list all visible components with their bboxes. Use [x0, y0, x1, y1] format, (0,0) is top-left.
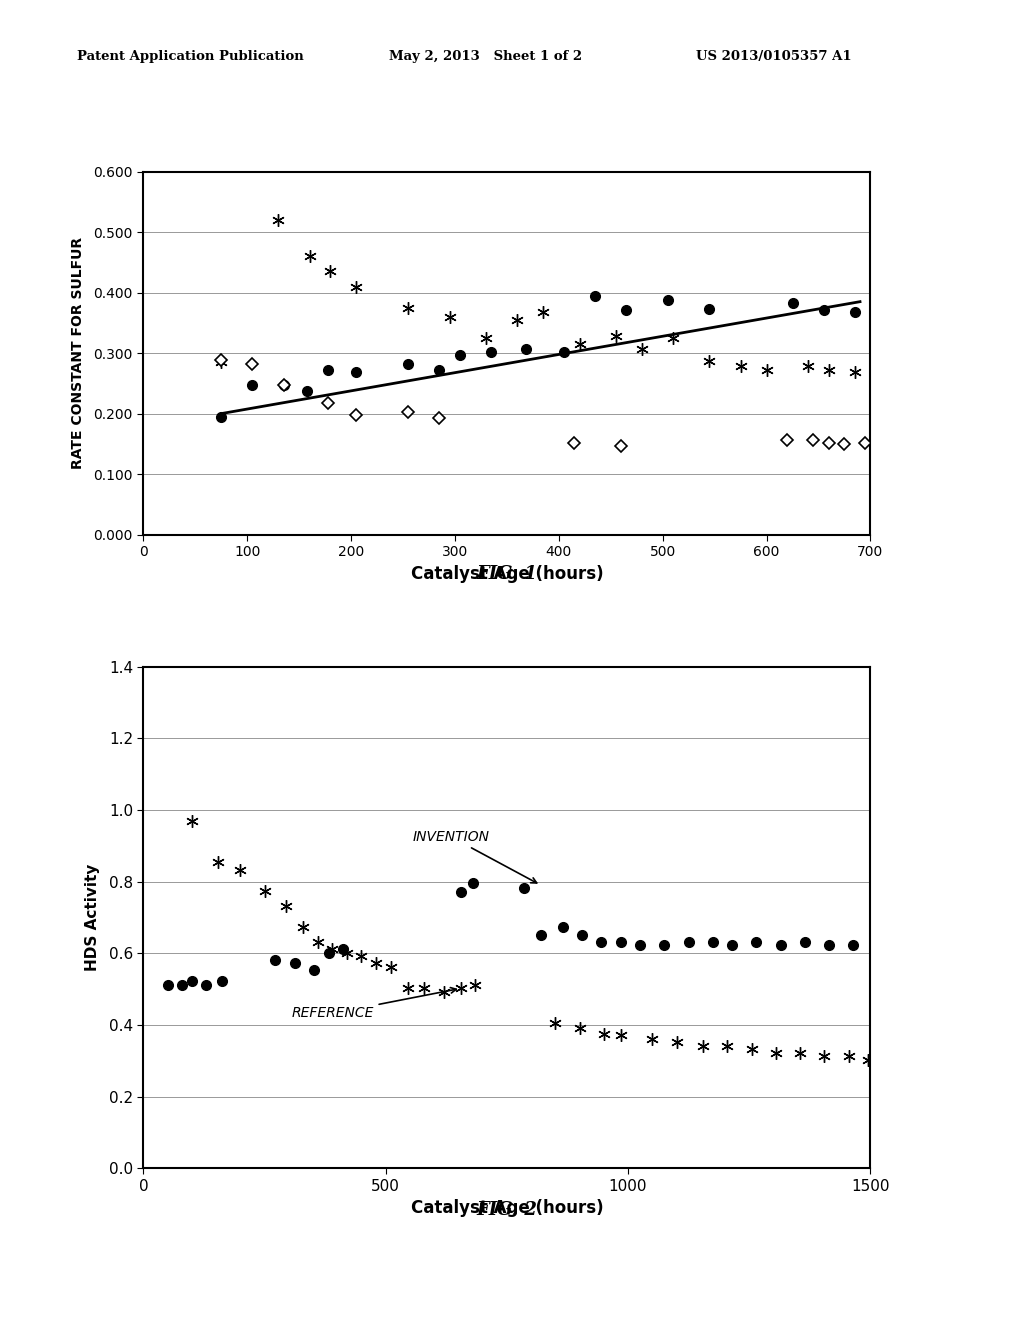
- Text: FIG. 2: FIG. 2: [476, 1201, 538, 1220]
- Y-axis label: RATE CONSTANT FOR SULFUR: RATE CONSTANT FOR SULFUR: [71, 238, 85, 469]
- Text: May 2, 2013   Sheet 1 of 2: May 2, 2013 Sheet 1 of 2: [389, 50, 583, 63]
- Text: FIG. 1: FIG. 1: [476, 565, 538, 583]
- X-axis label: Catalyst Age (hours): Catalyst Age (hours): [411, 565, 603, 582]
- X-axis label: Catalyst Age (hours): Catalyst Age (hours): [411, 1199, 603, 1217]
- Text: INVENTION: INVENTION: [413, 830, 537, 883]
- Y-axis label: HDS Activity: HDS Activity: [85, 863, 100, 972]
- Text: US 2013/0105357 A1: US 2013/0105357 A1: [696, 50, 852, 63]
- Text: REFERENCE: REFERENCE: [291, 987, 457, 1020]
- Text: Patent Application Publication: Patent Application Publication: [77, 50, 303, 63]
